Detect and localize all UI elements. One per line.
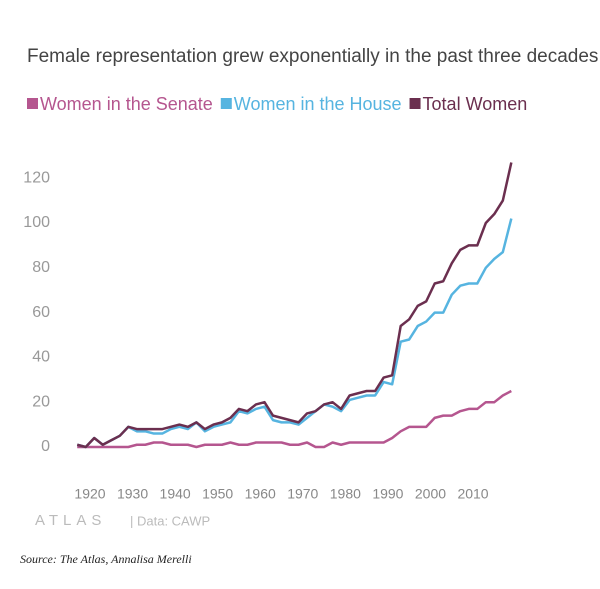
y-tick-label: 20 [32, 393, 50, 410]
series-line [76, 162, 513, 449]
legend-swatch [409, 98, 421, 109]
panel [10, 10, 580, 540]
x-tick-label: 1970 [287, 486, 318, 502]
x-tick-label: 1980 [330, 486, 361, 502]
x-tick-label: 1950 [202, 486, 233, 502]
legend-label: Women in the House [234, 94, 402, 114]
x-tick-label: 1930 [117, 486, 148, 502]
series-line [77, 389, 512, 449]
y-tick-label: 120 [23, 169, 50, 186]
x-tick-label: 1940 [160, 486, 191, 502]
x-tick-label: 1960 [245, 486, 276, 502]
x-tick-label: 1990 [372, 486, 403, 502]
y-tick-label: 0 [41, 438, 50, 455]
source: Source: The Atlas, Annalisa Merelli [20, 552, 192, 566]
y-tick-label: 100 [23, 214, 50, 231]
chart-title: Female representation grew exponentially… [27, 46, 598, 67]
legend: Women in the Senate Women in the House Tot… [27, 94, 527, 114]
legend-swatch [27, 98, 38, 109]
series-line [76, 218, 513, 449]
y-tick-label: 60 [32, 304, 50, 321]
data-note: | Data: CAWP [130, 513, 210, 528]
y-tick-label: 80 [32, 259, 50, 276]
legend-label: Women in the Senate [40, 94, 213, 114]
x-tick-label: 1920 [74, 486, 105, 502]
y-tick-label: 40 [32, 349, 50, 366]
logo: ATLAS [35, 512, 106, 529]
x-tick-label: 2000 [415, 486, 446, 502]
x-tick-label: 2010 [457, 486, 488, 502]
legend-swatch [220, 98, 232, 109]
legend-label: Total Women [423, 94, 528, 114]
